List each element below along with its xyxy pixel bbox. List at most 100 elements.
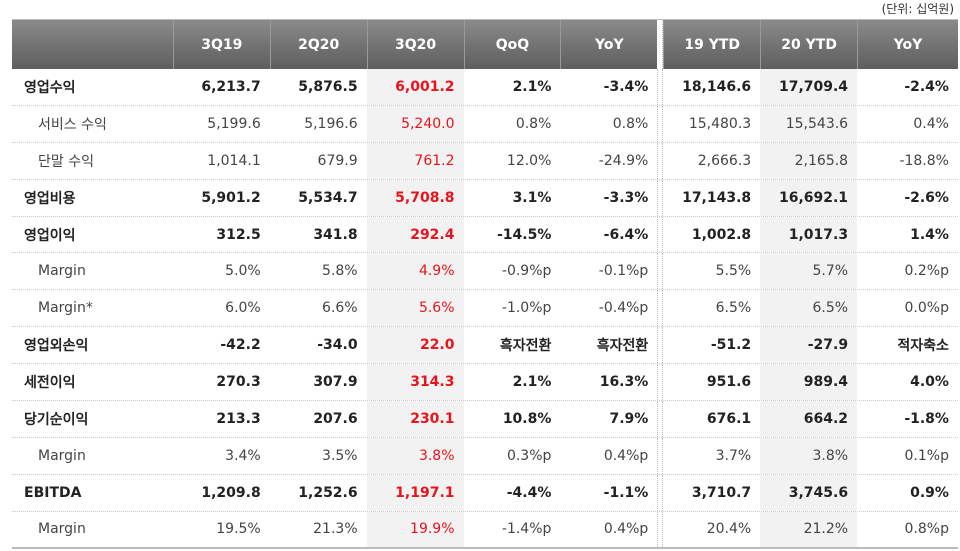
table-cell: 2,165.8 — [760, 142, 858, 179]
table-cell: 1,252.6 — [298, 484, 358, 501]
unit-label: (단위: 십억원) — [881, 2, 954, 16]
table-cell: -2.4% — [904, 78, 949, 95]
table-row: Margin 5.0% 5.8% 4.9% -0.9%p -0.1%p 5.5% 5.7% 0.… — [12, 253, 958, 291]
column-divider — [657, 437, 664, 474]
table-cell: 19.9% — [366, 511, 464, 547]
table-cell: 6.5% — [715, 300, 752, 317]
table-cell: 10.8% — [502, 410, 552, 427]
column-divider — [657, 290, 664, 327]
table-cell: 6.5% — [760, 290, 858, 327]
table-cell: -1.8% — [904, 410, 949, 427]
row-label: Margin* — [38, 300, 93, 317]
table-cell: 989.4 — [760, 364, 858, 401]
table-cell: 5,196.6 — [304, 115, 358, 132]
table-cell: -0.9%p — [501, 263, 552, 280]
table-row: 영업수익 6,213.7 5,876.5 6,001.2 2.1% -3.4% 18,146… — [12, 69, 958, 106]
table-cell: 2,666.3 — [697, 152, 752, 169]
column-divider — [657, 511, 664, 547]
table-cell: 22.0 — [366, 327, 464, 364]
table-cell: 15,480.3 — [688, 115, 752, 132]
table-cell: 18,146.6 — [682, 78, 752, 95]
table-cell: -42.2 — [220, 337, 261, 354]
table-cell: -3.3% — [603, 189, 649, 206]
table-cell: -1.1% — [603, 484, 649, 501]
table-cell: 17,143.8 — [682, 189, 752, 206]
row-label: EBITDA — [24, 484, 82, 501]
table-cell: 적자축소 — [897, 338, 949, 355]
table-cell: -1.4%p — [501, 521, 552, 538]
table-cell: 207.6 — [313, 410, 358, 427]
table-cell: 16,692.1 — [760, 179, 858, 216]
table-row: 단말 수익 1,014.1 679.9 761.2 12.0% -24.9% 2,666.3… — [12, 142, 958, 180]
table-cell: 307.9 — [313, 374, 358, 391]
row-label: Margin — [38, 447, 86, 464]
table-cell: 270.3 — [216, 374, 261, 391]
table-cell: -0.1%p — [598, 263, 649, 280]
table-cell: -27.9 — [760, 327, 858, 364]
row-label: 단말 수익 — [38, 153, 94, 170]
table-cell: 312.5 — [216, 226, 261, 243]
table-cell: 흑자전환 — [596, 338, 649, 355]
table-row: EBITDA 1,209.8 1,252.6 1,197.1 -4.4% -1.1% 3,7… — [12, 474, 958, 512]
column-header: YoY — [560, 20, 657, 69]
table-row: 영업외손익 -42.2 -34.0 22.0 흑자전환 흑자전환 -51.2 -27.9 적자축… — [12, 327, 958, 365]
column-divider — [657, 179, 664, 216]
column-divider — [657, 253, 664, 290]
column-header — [12, 20, 173, 69]
table-cell: 흑자전환 — [499, 338, 552, 355]
table-cell: 0.4% — [913, 115, 949, 132]
table-row: Margin 3.4% 3.5% 3.8% 0.3%p 0.4%p 3.7% 3.8% 0.1%… — [12, 437, 958, 475]
table-cell: 230.1 — [366, 401, 464, 437]
table-cell: -4.4% — [506, 484, 552, 501]
table-cell: -0.4%p — [598, 300, 649, 317]
financial-table: 3Q19 2Q20 3Q20 QoQ YoY 19 YTD 20 YTD YoY 영업수익 6,… — [12, 19, 958, 549]
table-cell: -24.9% — [598, 152, 649, 169]
row-label: 세전이익 — [24, 375, 76, 392]
table-row: Margin* 6.0% 6.6% 5.6% -1.0%p -0.4%p 6.5% 6.5% 0… — [12, 290, 958, 328]
column-header: QoQ — [463, 20, 561, 69]
table-cell: 3.7% — [715, 447, 752, 464]
table-cell: 7.9% — [609, 410, 649, 427]
table-cell: 4.0% — [910, 374, 949, 391]
table-cell: 5.8% — [322, 263, 358, 280]
table-cell: 1,017.3 — [760, 216, 858, 253]
table-cell: -51.2 — [710, 337, 752, 354]
table-cell: 3,745.6 — [760, 474, 858, 511]
table-cell: 0.8% — [515, 115, 552, 132]
table-cell: 0.1%p — [904, 447, 949, 464]
table-row: 영업이익 312.5 341.8 292.4 -14.5% -6.4% 1,002.8 1,0… — [12, 216, 958, 254]
table-cell: 341.8 — [313, 226, 358, 243]
row-label: 영업이익 — [24, 227, 76, 244]
table-cell: 3.8% — [366, 437, 464, 474]
column-divider — [657, 69, 664, 105]
table-cell: 951.6 — [706, 374, 752, 391]
column-divider — [657, 216, 664, 253]
table-cell: 6,001.2 — [366, 69, 464, 105]
table-cell: 1,209.8 — [201, 484, 261, 501]
table-cell: 5,240.0 — [366, 105, 464, 142]
row-label: Margin — [38, 263, 86, 280]
column-divider — [657, 327, 664, 364]
table-cell: 3.8% — [760, 437, 858, 474]
table-cell: 3,710.7 — [691, 484, 752, 501]
table-cell: 5,708.8 — [366, 179, 464, 216]
column-divider — [657, 20, 664, 69]
table-cell: 0.8% — [612, 115, 649, 132]
table-cell: -34.0 — [317, 337, 358, 354]
table-cell: 5,876.5 — [298, 78, 358, 95]
table-cell: 0.9% — [910, 484, 949, 501]
table-cell: 19.5% — [216, 521, 261, 538]
table-cell: 15,543.6 — [760, 105, 858, 142]
table-row: Margin 19.5% 21.3% 19.9% -1.4%p 0.4%p 20.4% 21.… — [12, 511, 958, 549]
table-cell: -18.8% — [899, 152, 949, 169]
table-cell: 292.4 — [366, 216, 464, 253]
column-divider — [657, 364, 664, 401]
table-row: 서비스 수익 5,199.6 5,196.6 5,240.0 0.8% 0.8% 15,48… — [12, 105, 958, 143]
table-body: 영업수익 6,213.7 5,876.5 6,001.2 2.1% -3.4% 18,146… — [12, 69, 958, 549]
column-header: 2Q20 — [269, 20, 367, 69]
row-label: 영업수익 — [24, 79, 76, 96]
table-cell: 6,213.7 — [201, 78, 261, 95]
table-cell: 20.4% — [706, 521, 752, 538]
table-cell: 1,002.8 — [691, 226, 752, 243]
table-cell: 0.3%p — [506, 447, 552, 464]
